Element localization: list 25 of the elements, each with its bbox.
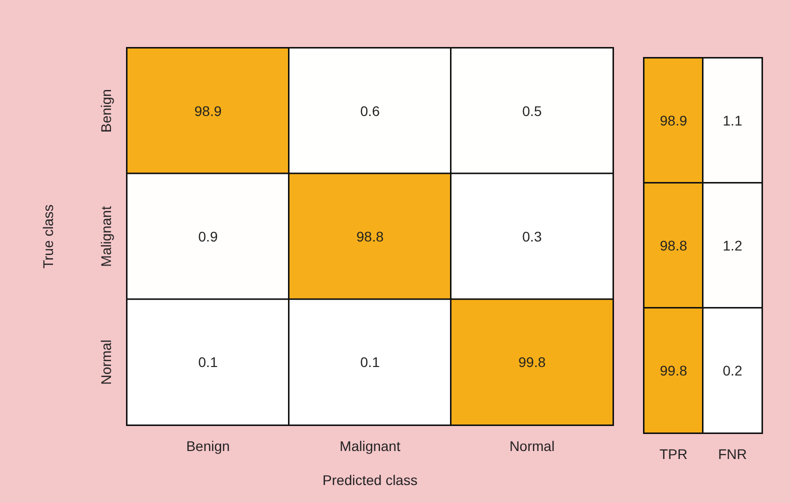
data-label: 98.8 bbox=[356, 228, 384, 244]
x-tick-label: Normal bbox=[509, 438, 555, 454]
y-tick-label: Malignant bbox=[98, 206, 114, 267]
data-label: 0.5 bbox=[522, 102, 542, 119]
data-label: 0.3 bbox=[522, 228, 542, 244]
data-label: 0.1 bbox=[360, 354, 380, 370]
y-tick-label: Benign bbox=[98, 89, 114, 133]
x-tick-label: Benign bbox=[186, 438, 230, 454]
data-label: 0.1 bbox=[198, 354, 218, 370]
data-label: 99.8 bbox=[660, 362, 688, 378]
data-label: 99.8 bbox=[518, 354, 546, 370]
y-axis-title: True class bbox=[40, 204, 56, 269]
data-label: 98.8 bbox=[660, 238, 688, 254]
data-label: 98.9 bbox=[194, 102, 222, 119]
x-tick-label: Malignant bbox=[340, 438, 400, 454]
x-tick-label: FNR bbox=[718, 446, 747, 462]
data-label: 0.9 bbox=[198, 228, 218, 244]
data-label: 1.1 bbox=[722, 112, 742, 128]
y-tick-label: Normal bbox=[98, 340, 114, 385]
x-tick-label: TPR bbox=[660, 446, 688, 462]
data-label: 98.9 bbox=[660, 112, 688, 128]
data-label: 0.2 bbox=[722, 362, 742, 378]
data-label: 0.6 bbox=[360, 102, 380, 119]
data-label: 1.2 bbox=[722, 238, 742, 254]
x-axis-title: Predicted class bbox=[322, 472, 418, 488]
